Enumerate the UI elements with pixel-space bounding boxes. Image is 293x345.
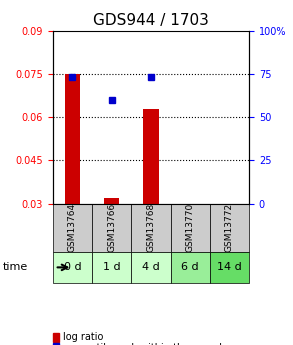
FancyBboxPatch shape — [53, 252, 92, 283]
FancyBboxPatch shape — [92, 252, 131, 283]
Text: 1 d: 1 d — [103, 263, 120, 272]
Text: percentile rank within the sample: percentile rank within the sample — [63, 343, 228, 345]
Text: GSM13764: GSM13764 — [68, 203, 77, 252]
FancyBboxPatch shape — [53, 204, 92, 252]
Text: GSM13770: GSM13770 — [186, 203, 195, 252]
Bar — [143, 109, 159, 204]
Text: 0 d: 0 d — [64, 263, 81, 272]
FancyBboxPatch shape — [171, 252, 210, 283]
Text: log ratio: log ratio — [63, 333, 103, 342]
FancyBboxPatch shape — [210, 204, 249, 252]
Bar — [64, 74, 80, 204]
Text: 6 d: 6 d — [181, 263, 199, 272]
Text: GSM13766: GSM13766 — [107, 203, 116, 252]
FancyBboxPatch shape — [131, 204, 171, 252]
Bar — [104, 198, 120, 204]
FancyBboxPatch shape — [210, 252, 249, 283]
Text: 14 d: 14 d — [217, 263, 242, 272]
FancyBboxPatch shape — [131, 252, 171, 283]
Text: GSM13768: GSM13768 — [146, 203, 155, 252]
FancyBboxPatch shape — [171, 204, 210, 252]
Title: GDS944 / 1703: GDS944 / 1703 — [93, 13, 209, 29]
Text: time: time — [3, 263, 28, 272]
Text: GSM13772: GSM13772 — [225, 203, 234, 252]
Text: 4 d: 4 d — [142, 263, 160, 272]
FancyBboxPatch shape — [92, 204, 131, 252]
